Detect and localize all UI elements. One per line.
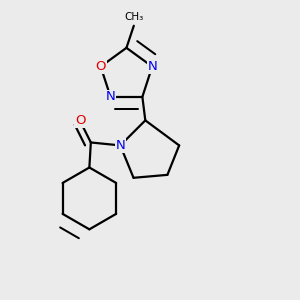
Text: O: O <box>75 114 86 127</box>
Text: CH₃: CH₃ <box>124 12 143 22</box>
Text: N: N <box>147 60 157 73</box>
Text: N: N <box>106 90 116 103</box>
Text: N: N <box>116 139 125 152</box>
Text: O: O <box>95 60 106 73</box>
